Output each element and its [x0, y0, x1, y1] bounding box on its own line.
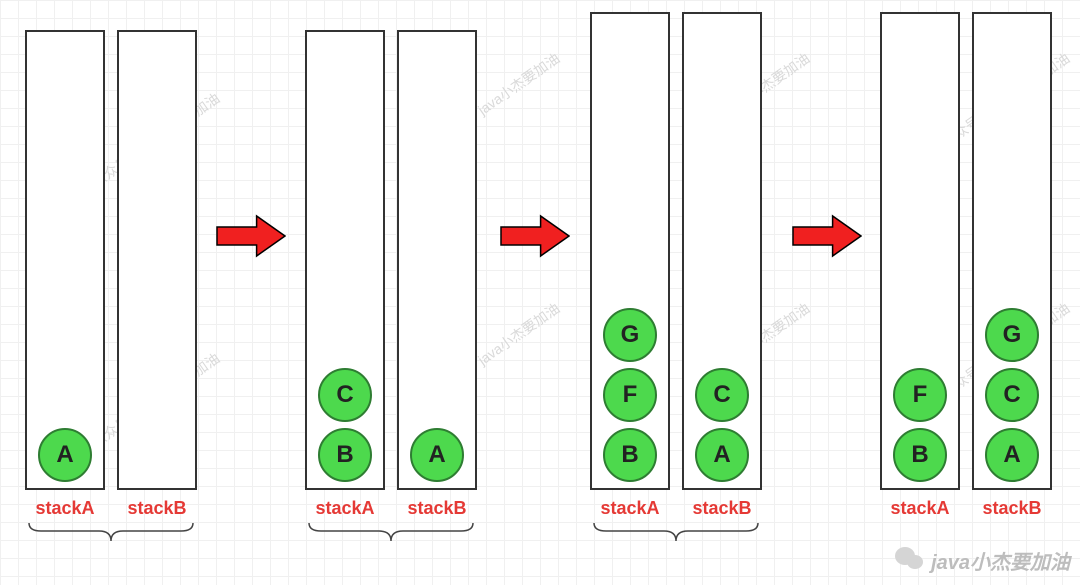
stack-label: stackA: [880, 498, 960, 519]
stacks-row: GFBCA: [590, 12, 762, 490]
stack-item-label: B: [621, 441, 638, 469]
stack-stackB: A: [397, 30, 477, 490]
brace-icon: [590, 521, 762, 547]
stage-4: FBGCAstackAstackB: [880, 12, 1052, 585]
stack-item-label: F: [623, 381, 638, 409]
stack-item-label: C: [1003, 381, 1020, 409]
stack-stackA: G F B: [590, 12, 670, 490]
stack-item-label: F: [913, 381, 928, 409]
stack-item: F: [893, 368, 947, 422]
stack-label: stackA: [25, 498, 105, 519]
stack-item: C: [985, 368, 1039, 422]
stack-item-label: C: [713, 381, 730, 409]
stack-item-label: C: [336, 381, 353, 409]
arrow-icon: [500, 214, 570, 258]
stack-label: stackB: [117, 498, 197, 519]
stack-item: B: [893, 428, 947, 482]
stack-item: A: [410, 428, 464, 482]
stack-labels: stackA stackB: [25, 498, 197, 519]
stacks-row: A: [25, 30, 197, 490]
brace-icon: [305, 521, 477, 547]
stack-item: B: [603, 428, 657, 482]
stack-item: B: [318, 428, 372, 482]
stack-labels: stackA stackB: [590, 498, 762, 519]
stack-stackA: CB: [305, 30, 385, 490]
stack-labels: stackA stackB: [305, 498, 477, 519]
stack-item-label: G: [621, 321, 640, 349]
stack-stackB: G C A: [972, 12, 1052, 490]
credit: java小杰要加油: [895, 545, 1070, 575]
stack-item: A: [985, 428, 1039, 482]
stack-item: A: [38, 428, 92, 482]
stack-item-label: B: [336, 441, 353, 469]
stack-item: G: [603, 308, 657, 362]
stack-item-label: A: [56, 441, 73, 469]
stack-labels: stackA stackB: [880, 498, 1052, 519]
stack-item-label: A: [428, 441, 445, 469]
stack-item-label: B: [911, 441, 928, 469]
brace-icon: [25, 521, 197, 547]
arrow-icon: [216, 214, 286, 258]
stack-stackA: A: [25, 30, 105, 490]
stack-label: stackB: [397, 498, 477, 519]
stack-item: G: [985, 308, 1039, 362]
stack-label: stackA: [305, 498, 385, 519]
stacks-row: CBA: [305, 30, 477, 490]
stack-label: stackB: [682, 498, 762, 519]
stack-item: C: [318, 368, 372, 422]
stage-2: CBAstackAstackB: [305, 30, 477, 585]
credit-text: java小杰要加油: [931, 546, 1070, 575]
stack-item-label: A: [1003, 441, 1020, 469]
stack-item-label: G: [1003, 321, 1022, 349]
stacks-row: FBGCA: [880, 12, 1052, 490]
stack-item: A: [695, 428, 749, 482]
stack-stackB: CA: [682, 12, 762, 490]
stack-item: F: [603, 368, 657, 422]
stack-stackB: [117, 30, 197, 490]
arrow-icon: [792, 214, 862, 258]
stack-item-label: A: [713, 441, 730, 469]
stack-item: C: [695, 368, 749, 422]
wechat-icon: [895, 545, 925, 575]
stack-stackA: FB: [880, 12, 960, 490]
stack-label: stackB: [972, 498, 1052, 519]
stage-3: GFBCAstackAstackB: [590, 12, 762, 585]
stage-1: AstackA stackB: [25, 30, 197, 585]
stack-label: stackA: [590, 498, 670, 519]
